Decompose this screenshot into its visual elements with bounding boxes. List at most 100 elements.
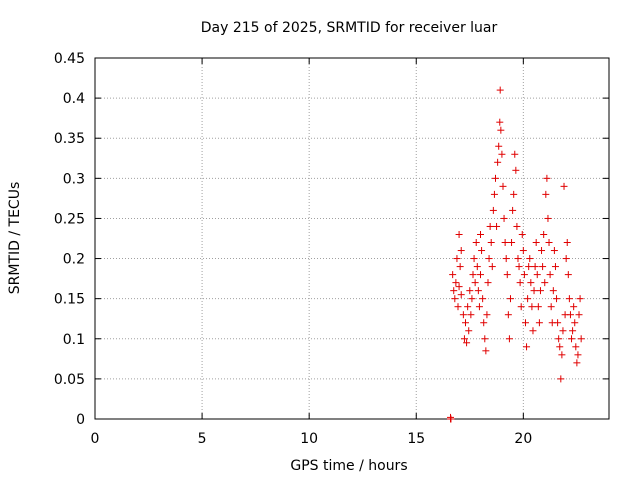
data-point (479, 295, 487, 303)
data-point (568, 335, 576, 343)
data-point (475, 303, 483, 311)
data-point (482, 347, 490, 355)
data-point (533, 271, 541, 279)
data-point (540, 230, 548, 238)
x-tick-label: 0 (91, 431, 100, 447)
data-point (447, 415, 455, 423)
y-tick-label: 0.35 (54, 131, 85, 147)
data-point (572, 343, 580, 351)
y-tick-label: 0.05 (54, 372, 85, 388)
x-axis-ticks: 0 5 10 15 20 (91, 58, 532, 447)
data-point (496, 86, 504, 94)
data-point (470, 255, 478, 263)
data-point (505, 335, 513, 343)
data-point (514, 255, 522, 263)
data-point (538, 247, 546, 255)
data-point (500, 214, 508, 222)
x-tick-label: 20 (514, 431, 532, 447)
data-point (536, 287, 544, 295)
data-point (527, 279, 535, 287)
data-point (571, 319, 579, 327)
data-point (526, 255, 534, 263)
y-tick-label: 0.3 (63, 171, 85, 187)
data-point (563, 239, 571, 247)
data-point (464, 303, 472, 311)
data-point (449, 271, 457, 279)
data-point (569, 327, 577, 335)
data-point (463, 339, 471, 347)
y-axis-label: SRMTID / TECUs (7, 182, 23, 295)
data-point (520, 271, 528, 279)
data-point (564, 271, 572, 279)
data-point (575, 311, 583, 319)
data-point (577, 335, 585, 343)
data-point (489, 206, 497, 214)
data-point (539, 263, 547, 271)
data-point (515, 263, 523, 271)
data-point (453, 255, 461, 263)
data-point (509, 206, 517, 214)
y-tick-label: 0.45 (54, 51, 85, 67)
data-point (528, 303, 536, 311)
x-tick-label: 15 (407, 431, 425, 447)
data-point (535, 319, 543, 327)
data-point (529, 327, 537, 335)
data-point (457, 247, 465, 255)
data-point (503, 271, 511, 279)
data-point (560, 182, 568, 190)
data-point (465, 327, 473, 335)
data-point (498, 150, 506, 158)
data-point (511, 150, 519, 158)
data-point (534, 303, 542, 311)
data-point (504, 311, 512, 319)
y-tick-label: 0 (76, 412, 85, 428)
data-point (481, 335, 489, 343)
data-point (502, 255, 510, 263)
data-point (499, 182, 507, 190)
data-point (554, 319, 562, 327)
data-point (557, 375, 565, 383)
data-point (512, 166, 520, 174)
data-point (532, 239, 540, 247)
y-tick-label: 0.15 (54, 292, 85, 308)
data-point (459, 311, 467, 319)
data-point (457, 291, 465, 299)
data-point (471, 279, 479, 287)
data-point (573, 359, 581, 367)
data-point (491, 174, 499, 182)
data-point (477, 271, 484, 279)
data-point (467, 311, 475, 319)
data-point (496, 118, 504, 126)
data-point (477, 230, 484, 238)
data-point (513, 222, 521, 230)
data-point (485, 255, 493, 263)
data-point (483, 311, 491, 319)
data-point (523, 343, 531, 351)
data-point (450, 287, 458, 295)
data-point (570, 303, 578, 311)
data-point (543, 174, 551, 182)
data-point (519, 247, 527, 255)
x-tick-label: 5 (198, 431, 207, 447)
data-point (455, 230, 463, 238)
data-point (506, 295, 514, 303)
data-point (531, 263, 539, 271)
data-point (486, 222, 494, 230)
data-point (474, 287, 482, 295)
data-point (487, 239, 495, 247)
data-point (469, 271, 477, 279)
data-point (549, 287, 557, 295)
data-point (541, 279, 549, 287)
data-point (494, 158, 502, 166)
data-point (451, 295, 459, 303)
data-point (562, 255, 570, 263)
data-point (542, 190, 550, 198)
data-point (556, 343, 564, 351)
data-point (510, 190, 518, 198)
data-point (497, 126, 505, 134)
data-point (544, 214, 552, 222)
data-point (553, 295, 561, 303)
data-point (550, 247, 558, 255)
data-point (495, 142, 503, 150)
